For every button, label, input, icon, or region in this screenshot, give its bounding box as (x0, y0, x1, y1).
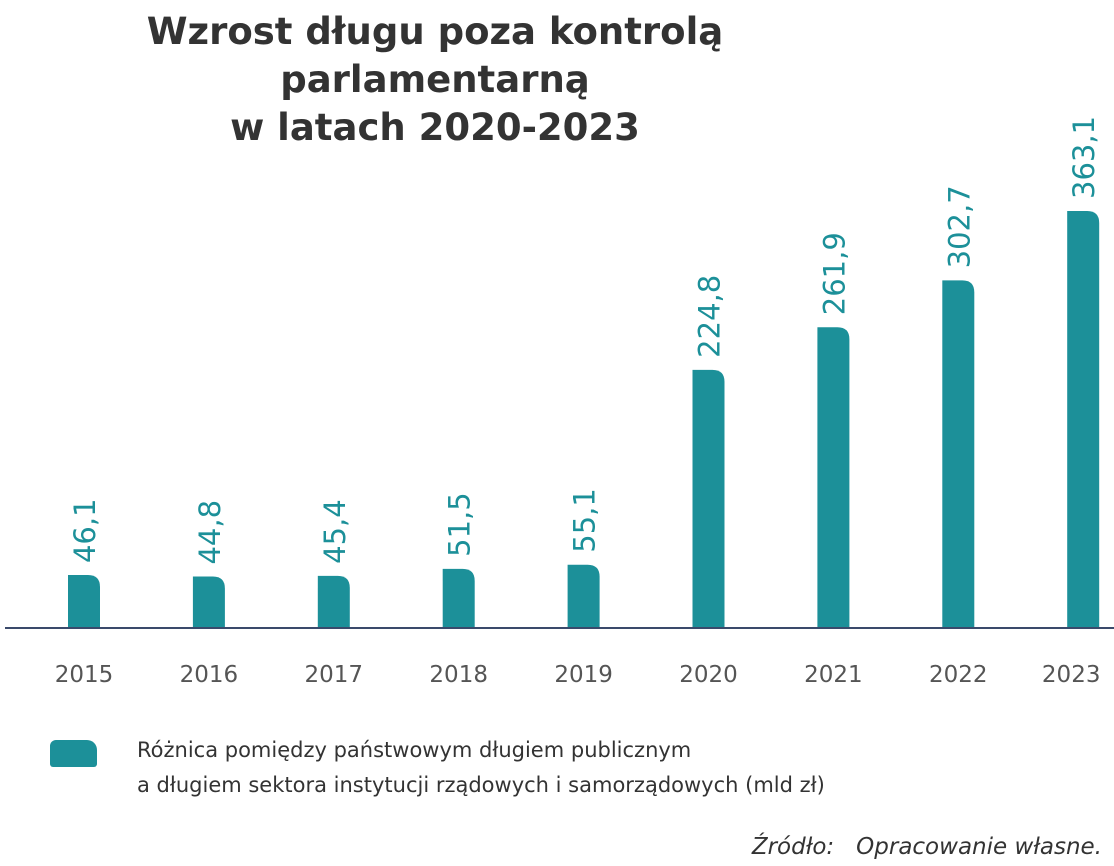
legend-label: Różnica pomiędzy państwowym długiem publ… (137, 738, 825, 797)
legend-swatch (50, 740, 97, 767)
x-tick-label: 2021 (804, 662, 863, 688)
x-tick-label: 2016 (180, 662, 239, 688)
bar (192, 576, 225, 628)
bar (692, 369, 725, 628)
value-label: 302,7 (942, 185, 976, 268)
value-label: 55,1 (568, 488, 602, 553)
bar (1067, 211, 1100, 628)
x-tick-label: 2019 (554, 662, 613, 688)
x-tick-label: 2023 (1042, 662, 1101, 688)
chart-title: Wzrost długu poza kontrolą parlamentarną… (146, 10, 724, 149)
bar (317, 575, 350, 628)
source-text: Opracowanie własne. (856, 834, 1102, 860)
value-label: 44,8 (193, 500, 227, 565)
value-label: 261,9 (817, 232, 851, 315)
value-label: 46,1 (68, 498, 102, 563)
x-tick-label: 2022 (929, 662, 988, 688)
bar (68, 575, 100, 628)
chart: 46,1 2015 44,8 2016 45,4 2017 51,5 2018 55,1 2019… (5, 116, 1114, 688)
value-label: 224,8 (693, 275, 727, 358)
bar (817, 327, 850, 628)
value-label: 51,5 (443, 492, 477, 557)
source-label: Źródło: (751, 834, 835, 860)
value-label: 363,1 (1067, 116, 1101, 199)
bar (567, 564, 600, 628)
x-tick-label: 2017 (305, 662, 364, 688)
bar (442, 568, 475, 628)
x-tick-label: 2015 (55, 662, 114, 688)
bar (942, 280, 975, 628)
source: Źródło: Opracowanie własne. (752, 834, 1102, 860)
x-tick-label: 2018 (429, 662, 488, 688)
x-tick-label: 2020 (679, 662, 738, 688)
value-label: 45,4 (318, 499, 352, 564)
